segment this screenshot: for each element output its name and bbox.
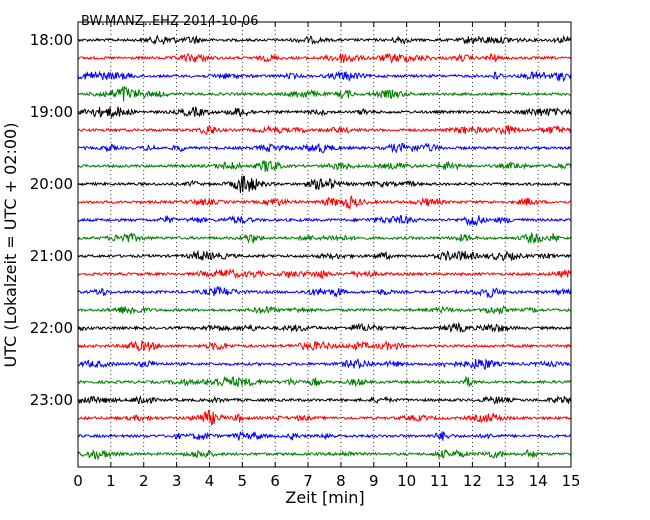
- trace-1900: [77, 105, 572, 119]
- y-axis-label: UTC (Lokalzeit = UTC + 02:00): [1, 123, 20, 368]
- trace-2115: [77, 267, 572, 280]
- trace-2200: [77, 321, 572, 333]
- x-tick-label-8: 8: [336, 472, 346, 490]
- trace-1930: [77, 142, 572, 154]
- y-tick-label-2300: 23:00: [30, 391, 73, 409]
- x-tick-label-11: 11: [430, 472, 449, 490]
- trace-1945: [77, 160, 572, 173]
- seismic-traces: [77, 34, 572, 461]
- trace-2230: [77, 357, 571, 370]
- x-tick-label-10: 10: [397, 472, 416, 490]
- x-tick-label-2: 2: [139, 472, 149, 490]
- x-axis-label: Zeit [min]: [285, 488, 364, 507]
- x-tick-label-4: 4: [205, 472, 215, 490]
- trace-2015: [77, 195, 572, 211]
- x-tick-label-15: 15: [561, 472, 580, 490]
- trace-1830: [77, 70, 572, 83]
- trace-1815: [77, 52, 572, 65]
- y-tick-label-1800: 18:00: [30, 31, 73, 49]
- x-tick-label-14: 14: [529, 472, 548, 490]
- y-axis: 18:00 19:00 20:00 21:00 22:00 23:00: [30, 31, 571, 409]
- x-tick-label-9: 9: [369, 472, 379, 490]
- trace-2330: [77, 430, 572, 441]
- x-tick-label-13: 13: [496, 472, 515, 490]
- x-tick-label-6: 6: [270, 472, 280, 490]
- plot-frame: [77, 21, 572, 468]
- trace-2145: [77, 304, 572, 315]
- x-tick-label-0: 0: [73, 472, 83, 490]
- trace-1800: [77, 34, 572, 46]
- x-tick-label-1: 1: [106, 472, 116, 490]
- y-tick-label-2100: 21:00: [30, 247, 73, 265]
- trace-2030: [77, 214, 572, 227]
- x-axis: 0 1 2 3 4 5 6 7 8 9 10 11 12 13 14 15: [73, 22, 581, 490]
- y-tick-label-2200: 22:00: [30, 319, 73, 337]
- trace-2245: [77, 375, 572, 388]
- trace-2045: [77, 231, 572, 245]
- trace-1915: [77, 124, 572, 136]
- y-tick-label-1900: 19:00: [30, 103, 73, 121]
- trace-2215: [77, 339, 572, 353]
- trace-2100: [77, 249, 571, 262]
- trace-2300: [77, 394, 572, 405]
- trace-2130: [77, 285, 572, 299]
- trace-1845: [77, 85, 572, 102]
- x-tick-label-5: 5: [238, 472, 248, 490]
- x-tick-label-12: 12: [463, 472, 482, 490]
- x-tick-label-3: 3: [172, 472, 182, 490]
- trace-2345: [77, 448, 572, 461]
- x-tick-label-7: 7: [303, 472, 313, 490]
- trace-2000: [77, 175, 572, 194]
- trace-2315: [77, 409, 572, 427]
- y-tick-label-2000: 20:00: [30, 175, 73, 193]
